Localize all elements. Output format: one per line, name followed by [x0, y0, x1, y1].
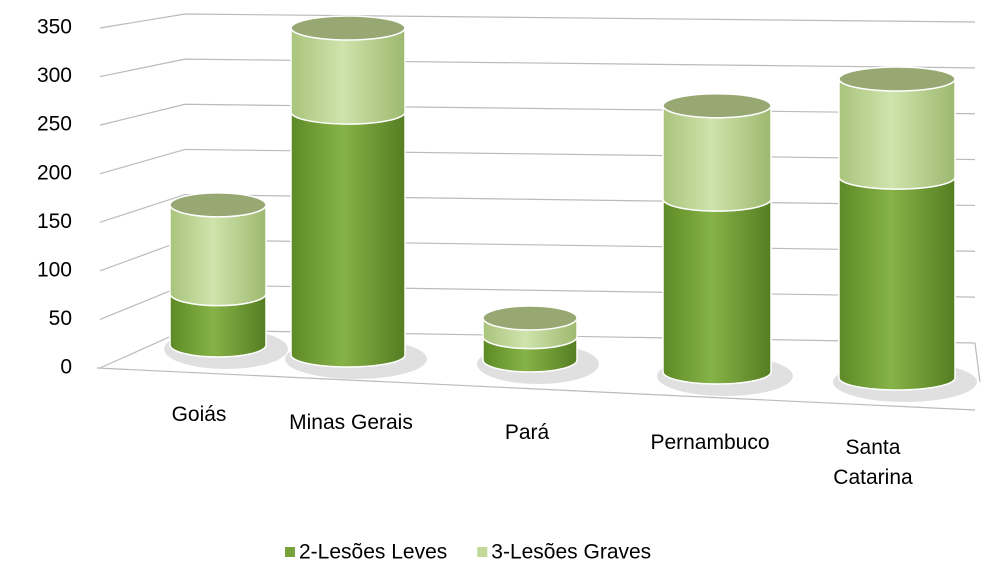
legend-swatch [285, 547, 295, 557]
x-tick-label: Goiás [171, 403, 227, 426]
floor-edge [974, 342, 981, 383]
legend-label: 2-Lesões Leves [299, 541, 447, 564]
legend-swatch [477, 547, 488, 557]
x-tick-label: Pernambuco [650, 431, 770, 454]
grid-line [99, 13, 976, 29]
bar-segment [662, 198, 772, 385]
x-tick-label: Santa Catarina [833, 436, 913, 489]
y-tick-label: 350 [37, 16, 72, 39]
bar-segment [169, 292, 267, 358]
bar-segment [662, 104, 772, 212]
y-tick-label: 150 [37, 210, 72, 233]
grid-line [99, 58, 976, 78]
cylinder-top [482, 305, 578, 331]
y-tick-label: 50 [49, 307, 72, 330]
bar-segment [290, 111, 406, 368]
legend-label: 3-Lesões Graves [491, 541, 651, 564]
y-tick-label: 200 [37, 161, 72, 184]
y-tick-label: 0 [60, 356, 72, 379]
y-tick-label: 300 [37, 64, 72, 87]
x-tick-label: Minas Gerais [289, 411, 413, 434]
bar-segment [838, 176, 956, 391]
cylinder-top [290, 15, 406, 41]
cylinder-top [662, 92, 772, 119]
cylinder-top [169, 192, 267, 218]
bar-segment [838, 78, 956, 190]
bar-segment [290, 27, 406, 125]
y-tick-label: 250 [37, 113, 72, 136]
bar-segment [169, 204, 267, 307]
x-tick-label: Pará [504, 421, 550, 444]
y-tick-label: 100 [37, 258, 72, 281]
cylinder-top [838, 66, 956, 92]
floor-edge [96, 367, 976, 411]
